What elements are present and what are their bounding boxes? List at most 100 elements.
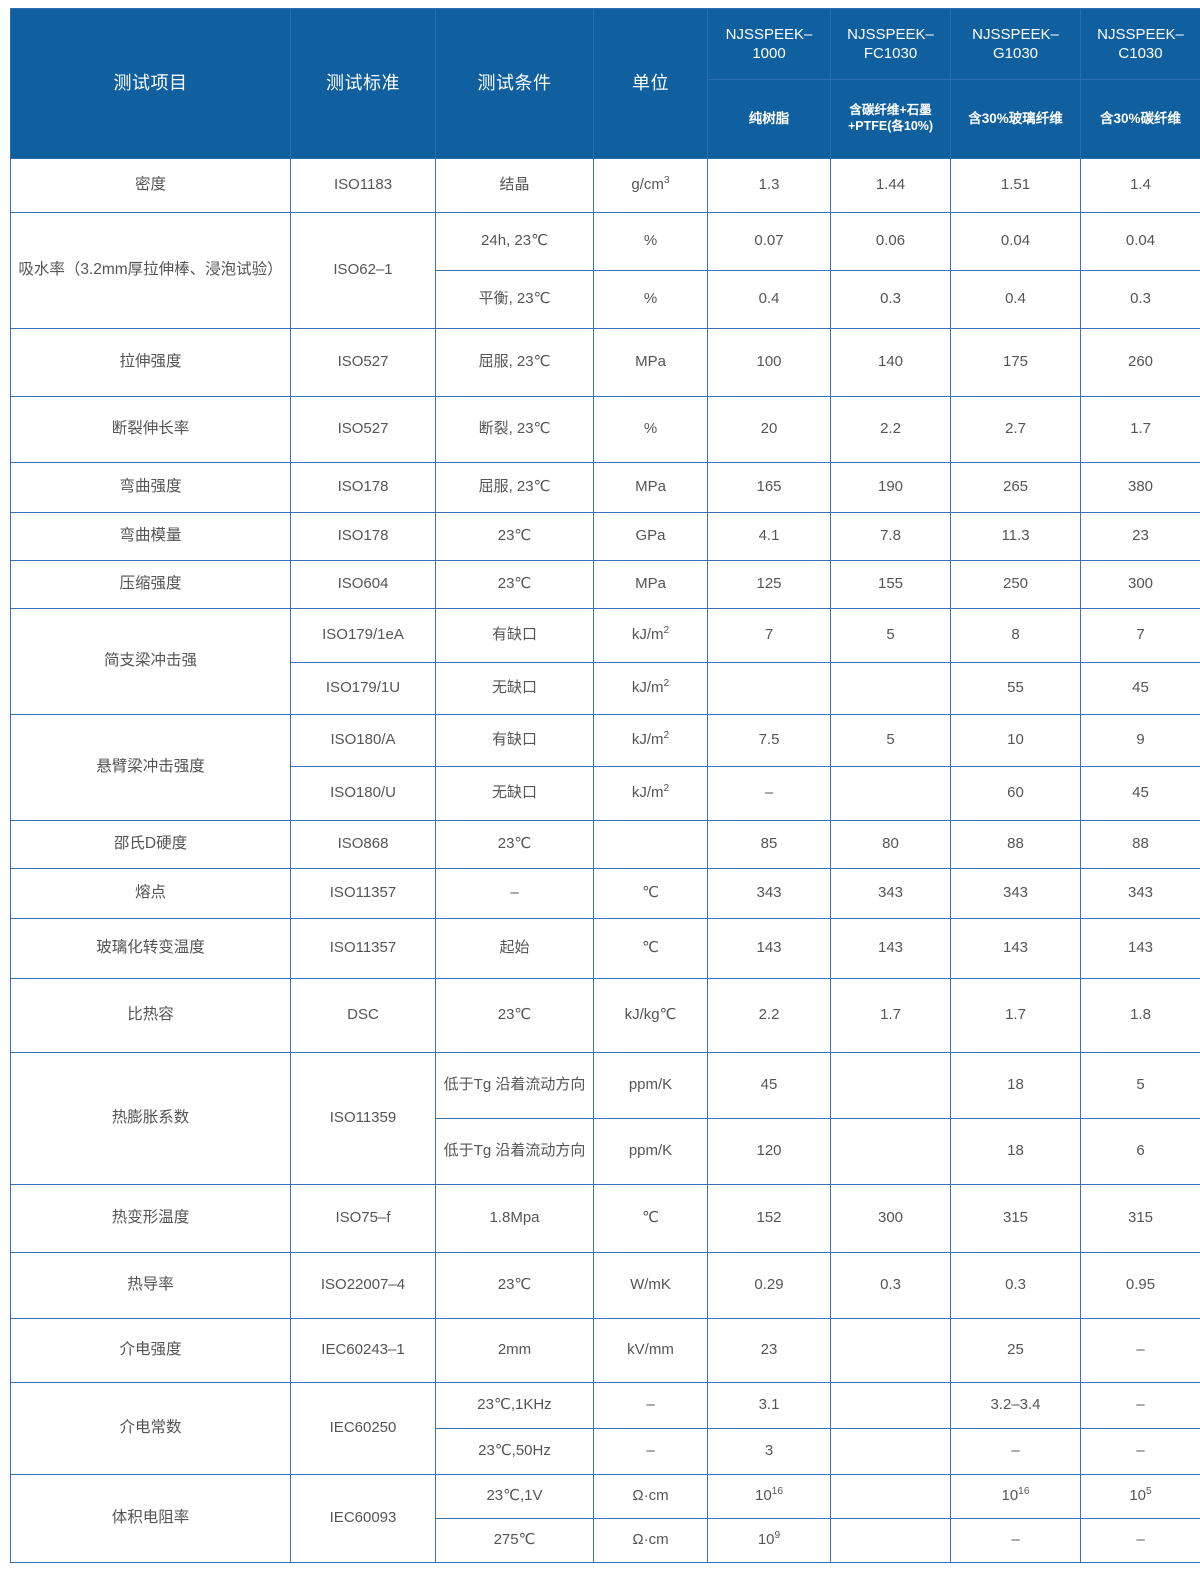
cell-condition: – [435, 868, 594, 919]
cell-standard: ISO868 [290, 820, 436, 869]
table-row: ISO180/U 无缺口 kJ/m2– 60 45 [11, 766, 1200, 821]
cell-value-2: 1.51 [950, 158, 1081, 213]
cell-value-2: 25 [950, 1318, 1081, 1383]
cell-value-1: 190 [830, 462, 951, 513]
cell-value-0: – [707, 766, 831, 821]
cell-value-1: 7.8 [830, 512, 951, 561]
table-row: 热导率 ISO22007–4 23℃ W/mK 0.29 0.3 0.3 0.95 [10, 1252, 1200, 1319]
cell-value-2: 1016 [950, 1474, 1081, 1519]
cell-unit: Ω·cm [593, 1518, 708, 1563]
cell-unit: kJ/m2 [593, 662, 708, 715]
cell-value-0: 85 [707, 820, 831, 869]
cell-item: 介电强度 [10, 1318, 291, 1383]
cell-unit: ℃ [593, 1184, 708, 1253]
cell-unit: – [593, 1382, 708, 1429]
cell-condition: 有缺口 [435, 714, 594, 767]
cell-value-0: 1016 [707, 1474, 831, 1519]
cell-value-2: 0.04 [950, 212, 1081, 271]
cell-value-3: 0.3 [1080, 270, 1200, 329]
table-row: 吸水率（3.2mm厚拉伸棒、浸泡试验） ISO62–1 24h, 23℃% 0.07 0… [10, 212, 1200, 329]
table-row: 热变形温度 ISO75–f 1.8Mpa ℃ 152 300 315 315 [10, 1184, 1200, 1253]
cell-condition: 23℃,1KHz [435, 1382, 594, 1429]
table-row: 23℃,50Hz –3– – [11, 1428, 1200, 1475]
header-product-name-2: NJSSPEEK–G1030 [950, 8, 1081, 80]
cell-condition: 1.8Mpa [435, 1184, 594, 1253]
cell-condition: 起始 [435, 918, 594, 979]
cell-value-3: 315 [1080, 1184, 1200, 1253]
cell-standard: ISO75–f [290, 1184, 436, 1253]
cell-item: 热变形温度 [10, 1184, 291, 1253]
material-properties-table: 测试项目 测试标准 测试条件 单位 NJSSPEEK–1000 NJSSPEEK… [10, 8, 1200, 1563]
cell-value-2: 0.4 [950, 270, 1081, 329]
header-product-name-1: NJSSPEEK–FC1030 [830, 8, 951, 80]
cell-value-2: 143 [950, 918, 1081, 979]
cell-value-1 [830, 1428, 951, 1475]
cell-value-0: 45 [707, 1052, 831, 1119]
cell-value-2: 3.2–3.4 [950, 1382, 1081, 1429]
header-product-name-3: NJSSPEEK–C1030 [1080, 8, 1200, 80]
cell-value-2: 2.7 [950, 396, 1081, 463]
cell-value-0: 7.5 [707, 714, 831, 767]
cell-item: 比热容 [10, 978, 291, 1053]
table-row: 简支梁冲击强 ISO179/1eA 有缺口 kJ/m2 7 5 8 7 [10, 608, 1200, 715]
cell-value-2: 175 [950, 328, 1081, 397]
cell-condition: 23℃,50Hz [435, 1428, 594, 1475]
cell-value-1: 300 [830, 1184, 951, 1253]
table-row: 熔点 ISO11357– ℃ 343 343 343 343 [10, 868, 1200, 919]
cell-item: 玻璃化转变温度 [10, 918, 291, 979]
cell-condition: 断裂, 23℃ [435, 396, 594, 463]
cell-value-0: 100 [707, 328, 831, 397]
cell-value-0: 3.1 [707, 1382, 831, 1429]
cell-value-0: 20 [707, 396, 831, 463]
cell-value-3: 260 [1080, 328, 1200, 397]
cell-item: 热膨胀系数 [10, 1052, 291, 1185]
table-row: 密度 ISO1183 结晶 g/cm3 1.3 1.44 1.51 1.4 [10, 158, 1200, 213]
cell-value-3: – [1080, 1382, 1200, 1429]
cell-standard: IEC60250 [290, 1382, 436, 1475]
cell-item: 介电常数 [10, 1382, 291, 1475]
cell-standard: ISO180/A [290, 714, 436, 767]
cell-condition: 23℃ [435, 560, 594, 609]
cell-standard: IEC60093 [290, 1474, 436, 1563]
cell-standard: ISO22007–4 [290, 1252, 436, 1319]
cell-value-2: 1.7 [950, 978, 1081, 1053]
cell-unit: kJ/m2 [593, 608, 708, 663]
cell-condition: 结晶 [435, 158, 594, 213]
cell-unit: Ω·cm [593, 1474, 708, 1519]
cell-value-0: 343 [707, 868, 831, 919]
cell-standard: ISO11357 [290, 918, 436, 979]
cell-value-3: 380 [1080, 462, 1200, 513]
cell-condition: 平衡, 23℃ [435, 270, 594, 329]
cell-item: 密度 [10, 158, 291, 213]
cell-condition: 275℃ [435, 1518, 594, 1563]
cell-value-2: 18 [950, 1052, 1081, 1119]
cell-unit: kJ/m2 [593, 714, 708, 767]
cell-unit: ℃ [593, 918, 708, 979]
cell-value-3: 105 [1080, 1474, 1200, 1519]
cell-value-2: 11.3 [950, 512, 1081, 561]
cell-condition: 屈服, 23℃ [435, 328, 594, 397]
cell-value-1: 143 [830, 918, 951, 979]
table-body: 密度 ISO1183 结晶 g/cm3 1.3 1.44 1.51 1.4 吸水率（3.2mm厚… [10, 158, 1200, 1563]
cell-item: 弯曲强度 [10, 462, 291, 513]
cell-item: 熔点 [10, 868, 291, 919]
table-row: 热膨胀系数 ISO11359 低于Tg 沿着流动方向 ppm/K 45 18 5 [10, 1052, 1200, 1185]
cell-item: 体积电阻率 [10, 1474, 291, 1563]
cell-standard: ISO527 [290, 396, 436, 463]
table-row: 介电强度 IEC60243–1 2mm kV/mm 23 25– [10, 1318, 1200, 1383]
cell-value-1: 2.2 [830, 396, 951, 463]
cell-unit: W/mK [593, 1252, 708, 1319]
cell-value-0: 7 [707, 608, 831, 663]
cell-value-0: 1.3 [707, 158, 831, 213]
cell-value-0: 0.07 [707, 212, 831, 271]
cell-condition: 低于Tg 沿着流动方向 [435, 1118, 594, 1185]
cell-condition: 2mm [435, 1318, 594, 1383]
cell-unit: kV/mm [593, 1318, 708, 1383]
cell-value-1 [830, 1474, 951, 1519]
cell-value-0: 23 [707, 1318, 831, 1383]
cell-standard: ISO11357 [290, 868, 436, 919]
cell-value-2: 10 [950, 714, 1081, 767]
cell-value-2: 55 [950, 662, 1081, 715]
cell-value-1: 5 [830, 608, 951, 663]
